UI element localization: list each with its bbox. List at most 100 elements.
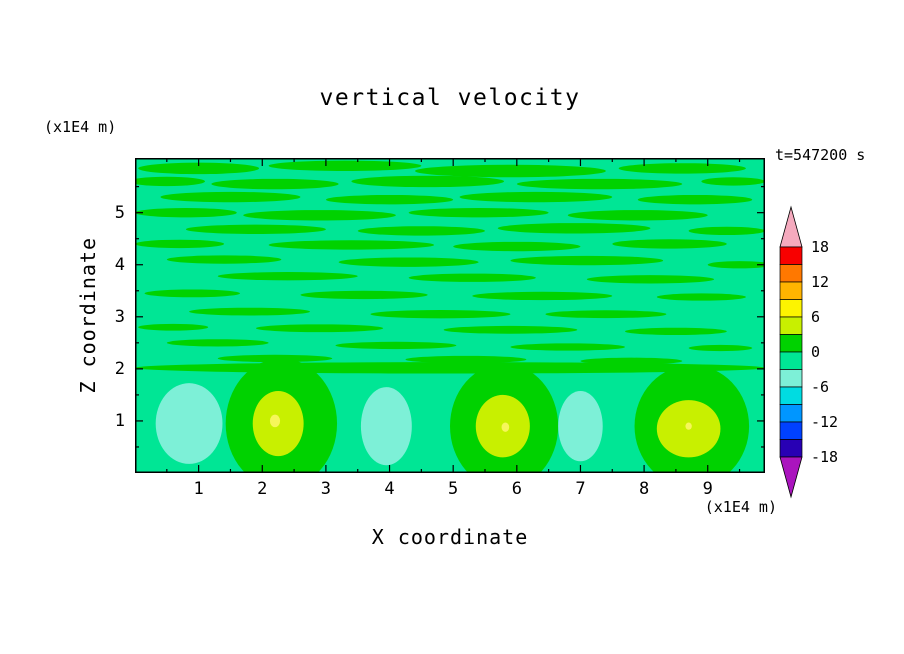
- field-streak: [408, 273, 536, 282]
- y-tick-label: 3: [114, 306, 125, 327]
- field-streak: [472, 291, 613, 301]
- colorbar-band: [779, 281, 803, 300]
- plot-area: [135, 158, 765, 473]
- x-axis-unit-label: (x1E4 m): [704, 498, 777, 516]
- field-streak: [217, 354, 333, 363]
- colorbar-band: [779, 316, 803, 335]
- field-streak: [459, 191, 613, 203]
- field-streak: [586, 275, 715, 284]
- colorbar: 18 12 6 0 -6 -12 -18: [779, 205, 838, 499]
- field-streak: [545, 310, 667, 319]
- field-streak: [351, 175, 505, 188]
- colorbar-under-arrow: [779, 456, 803, 499]
- field-streak: [656, 293, 746, 301]
- colorbar-band: [779, 404, 803, 423]
- field-streak: [268, 240, 435, 250]
- field-streak: [189, 307, 310, 316]
- field-streak: [335, 341, 457, 350]
- y-tick-label: 4: [114, 254, 125, 275]
- field-streak: [618, 163, 746, 174]
- field-streak: [625, 327, 727, 336]
- field-streak: [166, 339, 269, 347]
- colorbar-tick-label: -18: [811, 448, 838, 466]
- colorbar-band: [779, 421, 803, 440]
- updraft-core: [501, 422, 510, 432]
- x-tick-label: 9: [702, 479, 713, 499]
- field-streak: [338, 257, 479, 267]
- field-streak: [138, 162, 260, 175]
- field-layers: [135, 158, 765, 473]
- colorbar-band: [779, 439, 803, 458]
- field-streak: [357, 226, 485, 236]
- field-streak: [497, 223, 651, 234]
- field-streak: [510, 255, 664, 266]
- colorbar-tick-label: -6: [811, 378, 829, 396]
- field-streak: [135, 239, 225, 249]
- x-tick-label: 5: [448, 479, 459, 499]
- field-streak: [612, 239, 727, 249]
- contour-field: [135, 158, 765, 473]
- field-streak: [453, 241, 581, 252]
- field-streak: [325, 194, 454, 205]
- colorbar-tick-label: 6: [811, 308, 820, 326]
- x-tick-label: 3: [320, 479, 332, 499]
- colorbar-tick-label: -12: [811, 413, 838, 431]
- timestamp-label: t=547200 s: [775, 146, 866, 164]
- field-streak: [580, 357, 683, 365]
- downdraft-blob: [360, 387, 412, 466]
- field-streak: [637, 194, 753, 205]
- y-axis-unit-label: (x1E4 m): [44, 118, 117, 136]
- x-tick-label: 1: [193, 479, 204, 499]
- field-streak: [516, 178, 683, 190]
- x-axis-title: X coordinate: [371, 525, 529, 549]
- field-streak: [415, 164, 606, 178]
- x-tick-label: 4: [384, 479, 395, 499]
- y-tick-label: 2: [114, 358, 125, 379]
- field-streak: [211, 178, 339, 190]
- field-streak: [135, 176, 205, 187]
- y-tick-label: 1: [114, 410, 125, 431]
- field-streak: [243, 210, 396, 221]
- field-streak: [138, 323, 209, 331]
- field-streak: [300, 290, 428, 300]
- updraft-core: [685, 422, 692, 430]
- colorbar-band: [779, 369, 803, 388]
- field-streak: [567, 210, 708, 221]
- field-streak: [160, 191, 301, 203]
- x-tick-label: 7: [575, 479, 586, 499]
- downdraft-blob: [558, 390, 603, 462]
- colorbar-band: [779, 386, 803, 405]
- y-tick-label: 5: [114, 202, 125, 223]
- field-streak: [701, 177, 765, 186]
- colorbar-band: [779, 334, 803, 353]
- colorbar-band: [779, 264, 803, 283]
- updraft-core: [269, 414, 281, 428]
- colorbar-tick-label: 12: [811, 273, 829, 291]
- field-streak: [707, 261, 765, 269]
- colorbar-over-arrow: [779, 205, 803, 248]
- field-streak: [688, 344, 753, 352]
- field-streak: [144, 289, 240, 298]
- field-streak: [443, 325, 578, 334]
- field-streak: [405, 355, 527, 364]
- chart-title: vertical velocity: [319, 85, 581, 111]
- x-tick-label: 2: [257, 479, 268, 499]
- field-streak: [408, 207, 549, 218]
- plot-frame: [135, 158, 765, 473]
- colorbar-band: [779, 351, 803, 370]
- field-streak: [185, 224, 326, 235]
- x-tick-label: 8: [638, 479, 650, 499]
- colorbar-band: [779, 246, 803, 265]
- colorbar-tick-label: 0: [811, 343, 820, 361]
- field-streak: [688, 226, 765, 236]
- x-tick-label: 6: [511, 479, 522, 499]
- colorbar-tick-label: 18: [811, 238, 829, 256]
- field-streak: [166, 255, 282, 264]
- field-streak: [217, 272, 358, 281]
- field-streak: [370, 310, 511, 319]
- field-streak: [268, 160, 422, 172]
- field-streak: [255, 324, 384, 333]
- downdraft-blob: [155, 383, 223, 464]
- field-streak: [510, 343, 625, 351]
